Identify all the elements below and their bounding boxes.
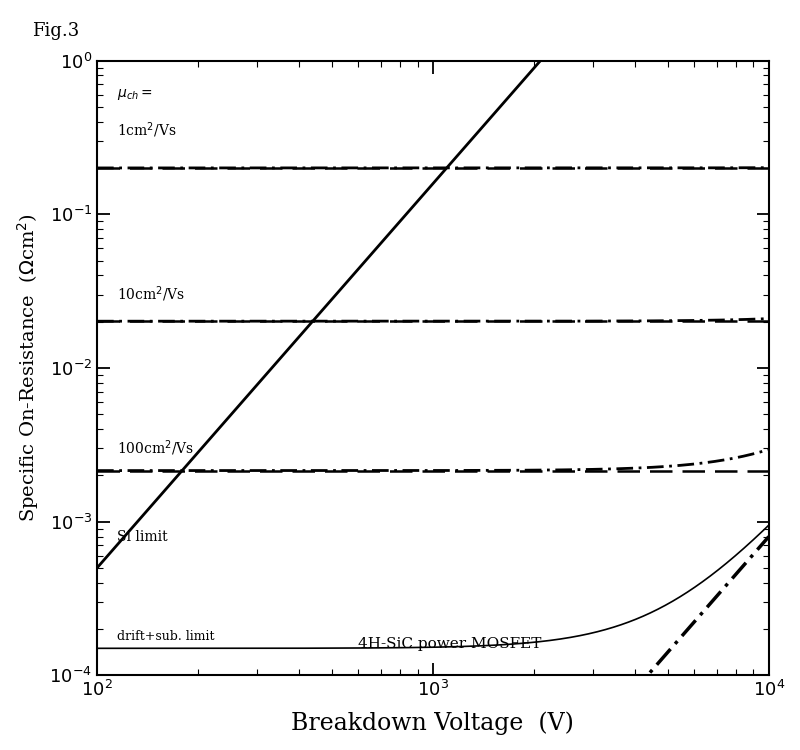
Text: 1cm$^2$/Vs: 1cm$^2$/Vs xyxy=(118,121,177,140)
Text: $\mu_{ch}=$: $\mu_{ch}=$ xyxy=(118,87,153,102)
Text: drift+sub. limit: drift+sub. limit xyxy=(118,630,215,643)
Y-axis label: Specific On-Resistance  ($\Omega$cm$^2$): Specific On-Resistance ($\Omega$cm$^2$) xyxy=(15,214,41,523)
Text: 10cm$^2$/Vs: 10cm$^2$/Vs xyxy=(118,285,186,304)
Text: 100cm$^2$/Vs: 100cm$^2$/Vs xyxy=(118,439,194,458)
Text: Fig.3: Fig.3 xyxy=(32,22,79,40)
Text: 4H-SiC power MOSFET: 4H-SiC power MOSFET xyxy=(358,637,542,651)
X-axis label: Breakdown Voltage  (V): Breakdown Voltage (V) xyxy=(291,712,574,735)
Text: Si limit: Si limit xyxy=(118,530,168,544)
